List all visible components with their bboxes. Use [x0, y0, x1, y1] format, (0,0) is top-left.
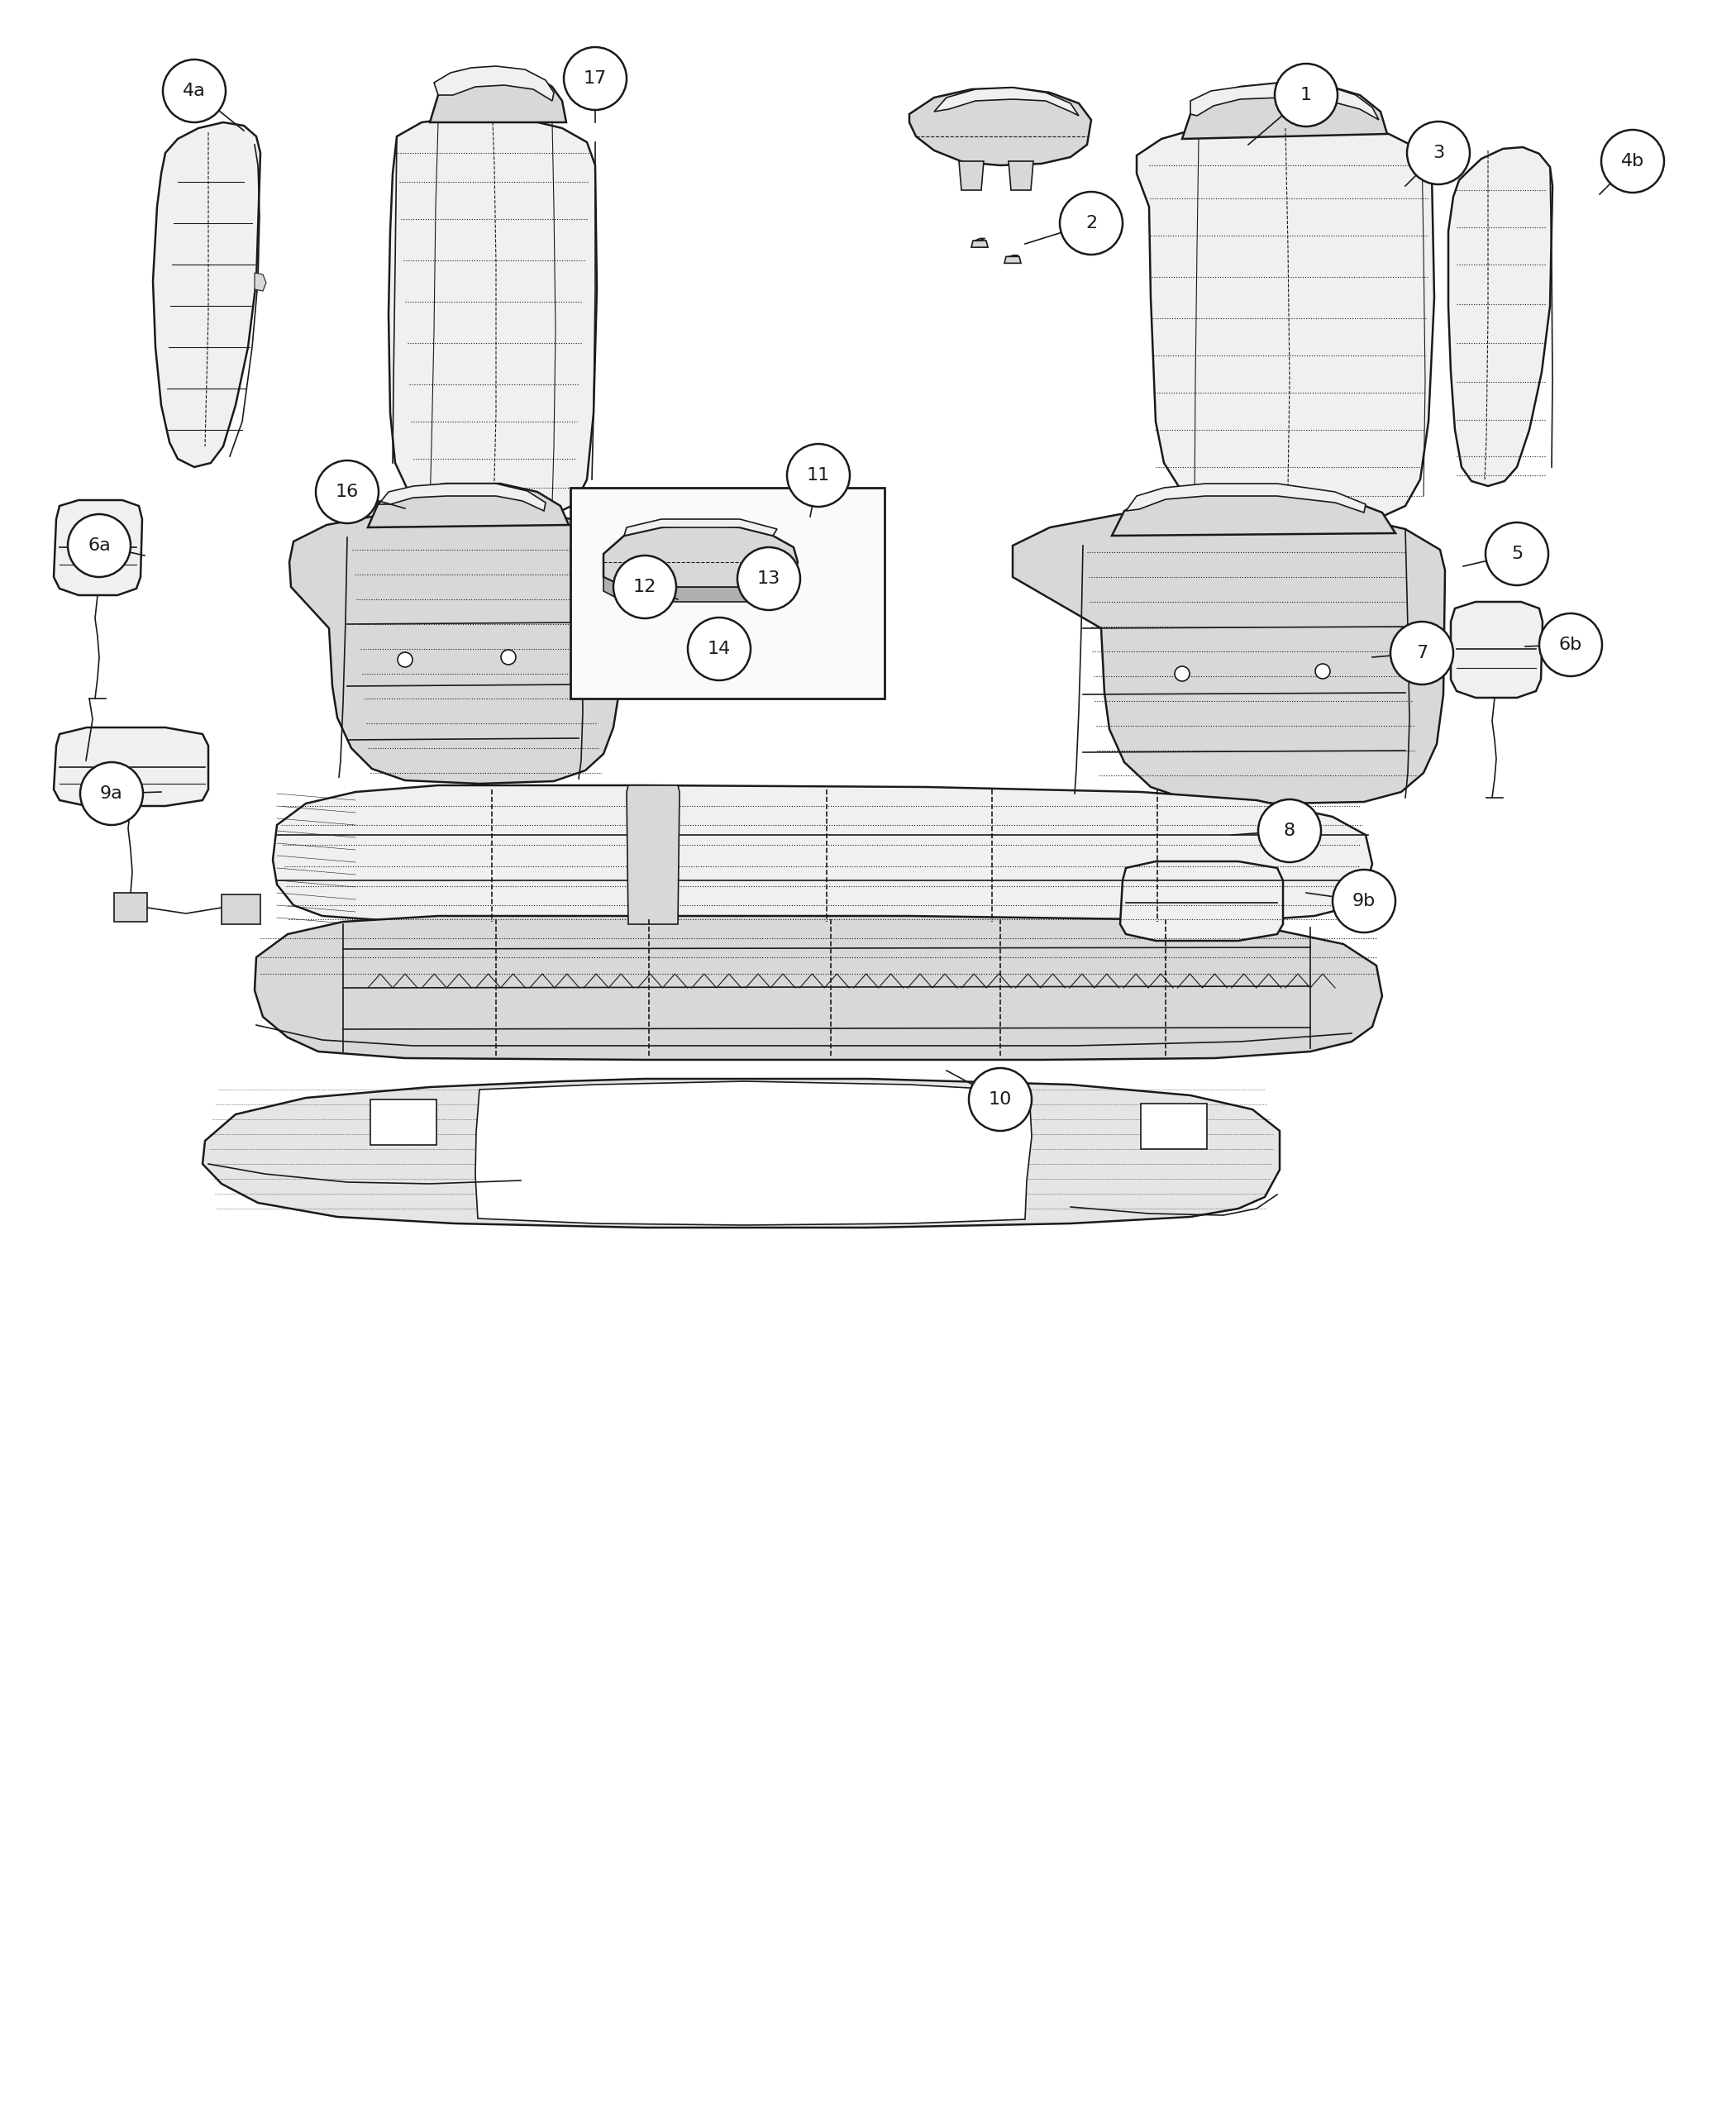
Text: 5: 5: [1510, 546, 1522, 563]
Polygon shape: [1111, 487, 1396, 535]
Polygon shape: [1009, 160, 1033, 190]
Circle shape: [1601, 131, 1665, 192]
Polygon shape: [1012, 510, 1444, 803]
Polygon shape: [153, 122, 260, 468]
Text: 6b: 6b: [1559, 637, 1581, 653]
Text: 1: 1: [1300, 86, 1312, 103]
Polygon shape: [54, 727, 208, 805]
Polygon shape: [604, 525, 799, 594]
Text: 16: 16: [335, 483, 359, 500]
Polygon shape: [1127, 483, 1366, 512]
Polygon shape: [1005, 257, 1021, 264]
Polygon shape: [1137, 122, 1434, 523]
Text: 9b: 9b: [1352, 894, 1375, 909]
Polygon shape: [604, 578, 795, 601]
Polygon shape: [934, 89, 1078, 116]
Circle shape: [1259, 799, 1321, 862]
Polygon shape: [972, 240, 988, 247]
Polygon shape: [434, 65, 554, 101]
Polygon shape: [434, 160, 556, 438]
Polygon shape: [370, 1100, 436, 1145]
Polygon shape: [115, 894, 148, 921]
Polygon shape: [974, 238, 984, 240]
Polygon shape: [54, 500, 142, 594]
Circle shape: [398, 651, 413, 666]
Polygon shape: [1451, 601, 1543, 698]
Polygon shape: [389, 116, 597, 519]
Circle shape: [1274, 63, 1337, 126]
Text: 4b: 4b: [1621, 154, 1644, 169]
Polygon shape: [1200, 173, 1425, 451]
Text: 11: 11: [807, 468, 830, 483]
Text: 14: 14: [708, 641, 731, 658]
Circle shape: [613, 557, 677, 618]
Polygon shape: [1141, 1105, 1207, 1149]
Polygon shape: [203, 1079, 1279, 1227]
Circle shape: [1391, 622, 1453, 685]
Polygon shape: [1182, 82, 1387, 139]
Text: 8: 8: [1283, 822, 1295, 839]
Circle shape: [687, 618, 750, 681]
Circle shape: [1175, 666, 1189, 681]
Polygon shape: [290, 510, 621, 784]
Circle shape: [1059, 192, 1123, 255]
Text: 3: 3: [1432, 145, 1444, 160]
Polygon shape: [255, 917, 1382, 1060]
Circle shape: [1333, 871, 1396, 932]
Circle shape: [1540, 613, 1602, 677]
Text: 2: 2: [1085, 215, 1097, 232]
Text: 17: 17: [583, 70, 608, 86]
Circle shape: [68, 514, 130, 578]
Circle shape: [163, 59, 226, 122]
Polygon shape: [958, 160, 984, 190]
Circle shape: [1406, 122, 1470, 183]
Circle shape: [969, 1069, 1031, 1130]
Polygon shape: [1120, 862, 1283, 940]
Polygon shape: [910, 89, 1092, 164]
FancyBboxPatch shape: [571, 487, 885, 698]
Text: 9a: 9a: [101, 786, 123, 801]
Circle shape: [316, 460, 378, 523]
Polygon shape: [222, 894, 260, 923]
Polygon shape: [625, 519, 778, 535]
Circle shape: [80, 763, 142, 824]
Polygon shape: [273, 786, 1371, 923]
Polygon shape: [476, 1081, 1031, 1225]
Text: 6a: 6a: [89, 538, 111, 554]
Circle shape: [564, 46, 627, 110]
Text: 4a: 4a: [182, 82, 207, 99]
Polygon shape: [378, 483, 545, 510]
Polygon shape: [368, 483, 569, 527]
Circle shape: [738, 548, 800, 609]
Text: 10: 10: [988, 1092, 1012, 1107]
Text: 7: 7: [1417, 645, 1427, 662]
Polygon shape: [627, 786, 679, 923]
Polygon shape: [1448, 148, 1552, 487]
Text: 13: 13: [757, 571, 781, 586]
Polygon shape: [255, 272, 266, 291]
Polygon shape: [1191, 82, 1378, 120]
Circle shape: [1486, 523, 1549, 586]
Circle shape: [1316, 664, 1330, 679]
Circle shape: [786, 445, 851, 506]
Polygon shape: [431, 72, 566, 122]
Circle shape: [502, 649, 516, 664]
Text: 12: 12: [634, 580, 656, 594]
